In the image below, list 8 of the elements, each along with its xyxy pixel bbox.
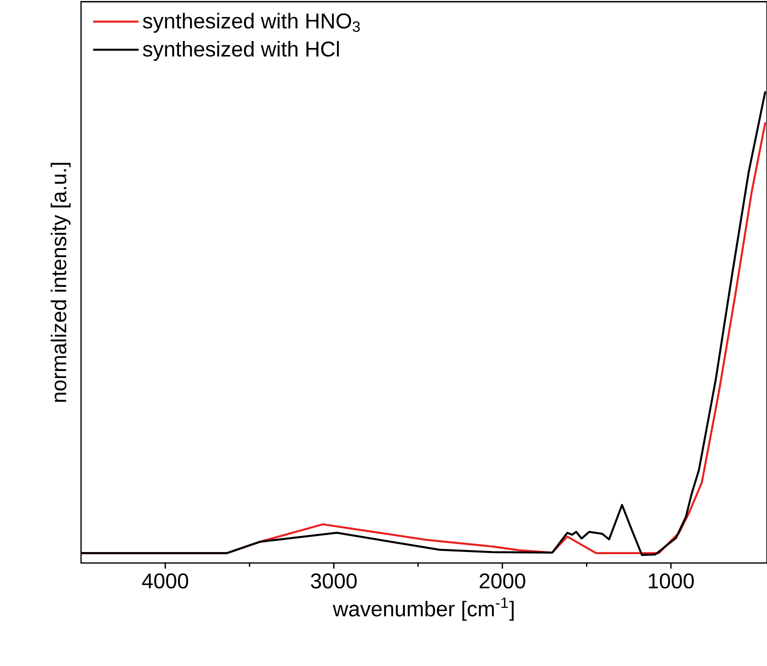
legend-label: synthesized with HCl (142, 40, 339, 61)
x-tick-label: 1000 (648, 573, 694, 588)
y-axis-title: normalized intensity [a.u.] (50, 162, 71, 402)
legend-label: synthesized with HNO$_{3}$ (142, 12, 360, 33)
x-tick-label: 2000 (480, 573, 526, 588)
x-tick-label: 4000 (142, 573, 188, 588)
x-axis-title: wavenumber [cm$^{-1}$] (332, 598, 514, 621)
x-tick-label: 3000 (310, 573, 357, 588)
